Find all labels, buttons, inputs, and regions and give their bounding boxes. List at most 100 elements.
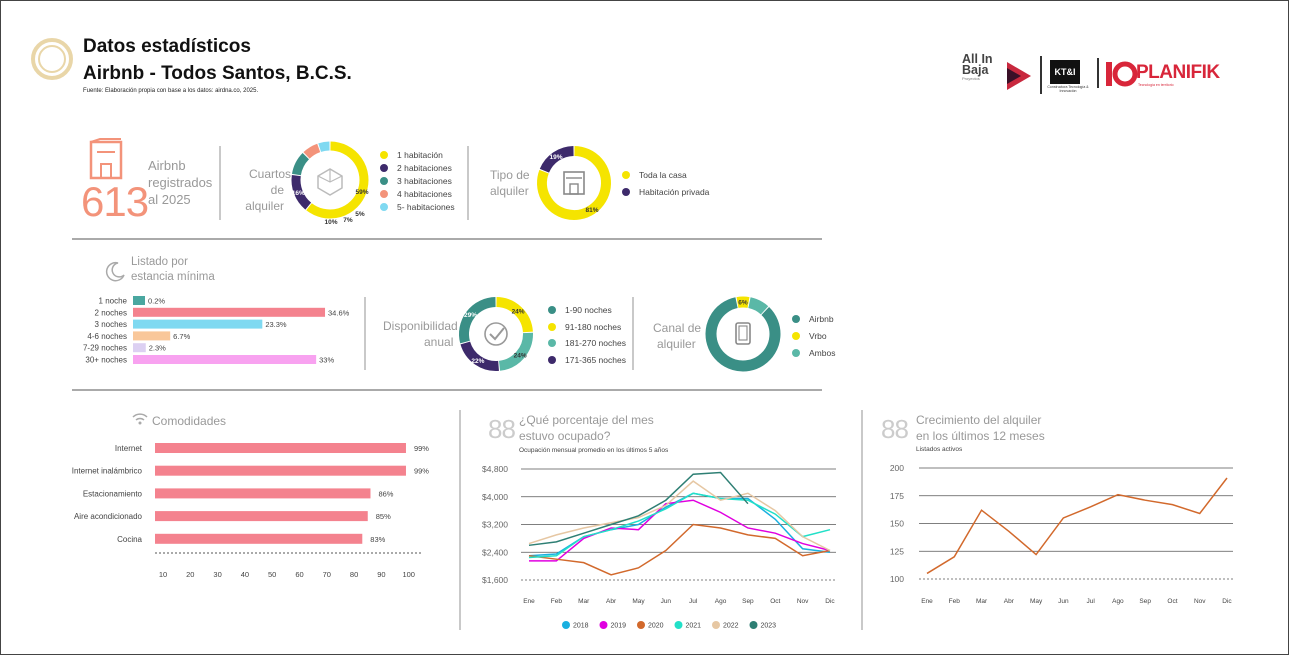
x-tick-label: May [632, 598, 645, 605]
bar-category-label: Internet inalámbrico [72, 467, 143, 476]
x-tick-label: Dic [825, 598, 835, 605]
bar-value-label: 6.7% [173, 332, 190, 341]
donut-value-label: 6% [738, 300, 748, 307]
series-line [528, 471, 749, 547]
donut-value-label: 5% [355, 211, 365, 218]
legend-item: 4 habitaciones [380, 187, 455, 200]
legend-item: Ambos [792, 344, 835, 361]
comodidades-bar-chart: Internet 99% Internet inalámbrico 99% Estaci… [72, 443, 429, 579]
legend-swatch [548, 322, 556, 331]
x-tick-label: Sep [1139, 598, 1151, 605]
crecimiento-line-chart: 200 175 150 125 100 Ene Feb Mar Abr May Jun Jul Ago S… [890, 463, 1233, 605]
legend-swatch [622, 170, 630, 179]
tipo-label-2: alquiler [490, 184, 529, 198]
donut-value-label: 59% [356, 189, 369, 196]
planifik-mark-icon [1106, 61, 1138, 87]
legend-label: 171-365 noches [565, 354, 626, 365]
disponibilidad-label-2: anual [424, 335, 454, 349]
x-tick-label: Ene [523, 598, 535, 605]
building-icon [89, 138, 123, 180]
donut-value-label: 81% [585, 207, 598, 214]
ocupacion-line-chart: $4,800 $4,000 $3,200 $2,400 $1,600 Ene Feb Mar A… [482, 464, 836, 630]
x-tick-label: Jun [661, 598, 672, 605]
bar-value-label: 83% [370, 535, 385, 544]
bar [133, 296, 145, 305]
donut-value-label: 19% [550, 154, 563, 161]
x-tick-label: May [1030, 598, 1043, 605]
donut-value-label: 24% [512, 308, 525, 315]
legend-label: 2022 [723, 623, 739, 630]
x-tick-label: Sep [742, 598, 754, 605]
planifik-logo-sub: Tecnología en territorio [1138, 83, 1174, 87]
legend-swatch [380, 189, 388, 198]
bar [133, 331, 171, 341]
listings-label-1: Airbnb [148, 158, 186, 173]
bar-category-label: Internet [115, 444, 143, 453]
legend-label: 4 habitaciones [397, 188, 452, 199]
divider-5 [459, 410, 461, 630]
legend-swatch [380, 163, 388, 172]
legend-swatch [562, 621, 570, 629]
listings-count: 613 [81, 178, 149, 225]
donut-slice [705, 297, 781, 372]
x-tick-label: 20 [186, 570, 194, 579]
x-tick-label: Abr [1004, 598, 1015, 605]
bar-category-label: 7-29 noches [83, 344, 127, 353]
planifik-logo-text: PLANIFIK [1136, 62, 1220, 83]
donut-value-label: 29% [464, 312, 477, 319]
donut-slice [306, 141, 369, 219]
series-line [529, 499, 831, 562]
x-tick-label: Nov [1194, 598, 1206, 605]
y-tick-label: $1,600 [482, 575, 508, 585]
listings-label-2: registrados [148, 175, 213, 190]
bar-value-label: 99% [414, 467, 429, 476]
play-logo-icon [1007, 62, 1031, 90]
bar [133, 307, 326, 317]
bar-value-label: 86% [378, 489, 393, 498]
legend-item: Airbnb [792, 310, 835, 327]
x-tick-label: Feb [949, 598, 961, 605]
legend-label: 2019 [611, 623, 627, 630]
divider-4 [632, 297, 634, 370]
x-tick-label: 60 [295, 570, 303, 579]
allinbaja-logo: All In Baja Proyectos [962, 53, 1002, 81]
series-line [528, 480, 831, 552]
divider-2 [467, 146, 469, 220]
header-ring-icon [31, 38, 73, 80]
x-tick-label: Jul [689, 598, 698, 605]
tipo-donut: 81% 19% [537, 146, 611, 220]
ocupacion-title-2: estuvo ocupado? [519, 429, 611, 443]
y-tick-label: 175 [890, 491, 904, 501]
legend-label: 5- habitaciones [397, 201, 455, 212]
estancia-label-1: Listado por [131, 256, 188, 268]
moon-icon [105, 261, 125, 282]
legend-swatch [599, 621, 608, 629]
donut-slice [748, 297, 769, 315]
kti-logo: KT&I [1050, 60, 1080, 84]
legend-item: 5- habitaciones [380, 200, 455, 213]
tipo-legend: Toda la casa Habitación privada [622, 166, 709, 200]
x-tick-label: Feb [551, 598, 563, 605]
legend-label: 2021 [686, 623, 702, 630]
ocupacion-title-1: ¿Qué porcentaje del mes [519, 413, 654, 427]
section-divider-1 [72, 238, 822, 240]
allinbaja-logo-sub: Proyectos [962, 76, 980, 81]
y-tick-label: 100 [890, 574, 904, 584]
legend-label: Toda la casa [639, 169, 687, 180]
bar-category-label: Cocina [117, 535, 142, 544]
legend-item: 1 habitación [380, 148, 455, 161]
kti-logo-sub: Constructora Tecnología & Innovación [1047, 85, 1089, 93]
ocupacion-calendar-icon: 88 [488, 414, 516, 444]
x-tick-label: 10 [159, 570, 167, 579]
x-tick-label: 50 [268, 570, 276, 579]
source-note: Fuente: Elaboración propia con base a lo… [83, 88, 259, 94]
cuartos-label-1: Cuartos [249, 167, 292, 181]
bar [155, 465, 406, 476]
comodidades-title: Comodidades [152, 414, 227, 428]
y-tick-label: $2,400 [482, 547, 508, 557]
x-tick-label: 100 [402, 570, 415, 579]
legend-item: 91-180 noches [548, 319, 626, 336]
canal-donut: 6% [705, 296, 781, 372]
bar-category-label: Estacionamiento [83, 489, 143, 498]
x-tick-label: 80 [350, 570, 358, 579]
